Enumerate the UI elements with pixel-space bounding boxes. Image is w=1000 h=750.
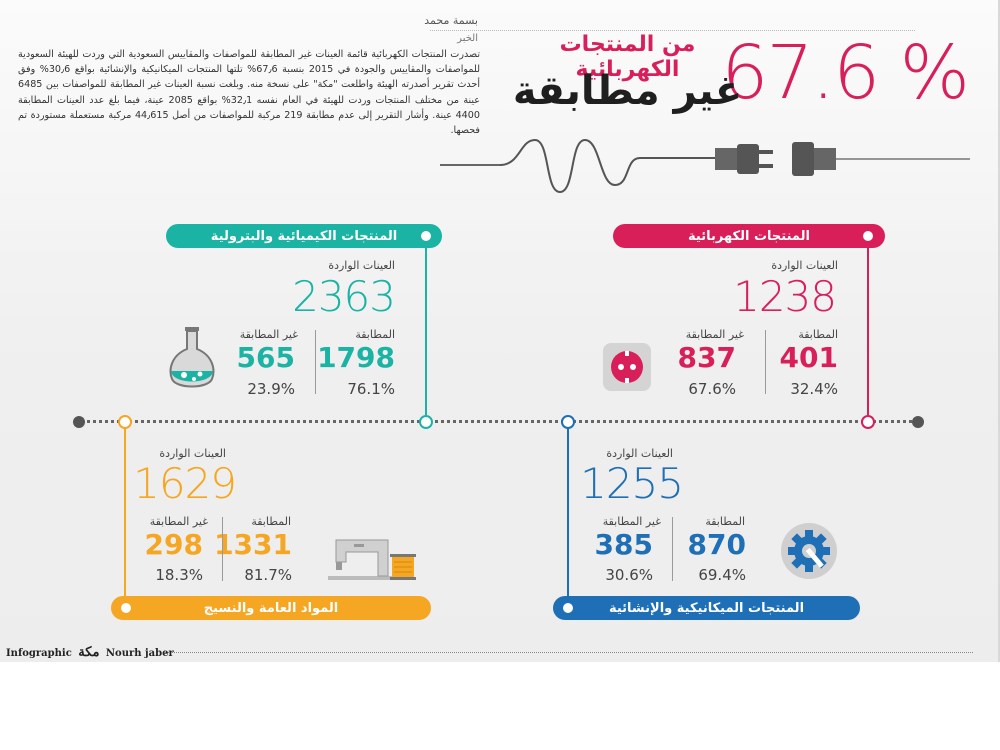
connector-line xyxy=(124,426,126,606)
flask-icon xyxy=(169,327,215,388)
received-label: العينات الواردة xyxy=(606,447,673,460)
divider xyxy=(315,330,316,394)
timeline-end-dot xyxy=(73,416,85,428)
category-electrical-pill: المنتجات الكهربائية xyxy=(613,224,885,248)
plug-cable-icon xyxy=(440,138,970,194)
connector-line xyxy=(867,245,869,415)
electrical-non-matching-pct: 67.6% xyxy=(688,380,736,398)
category-textiles-name: المواد العامة والنسيج xyxy=(203,600,339,616)
pill-dot-icon xyxy=(418,228,434,244)
timeline-end-dot xyxy=(912,416,924,428)
chemical-non-matching: 565 xyxy=(236,341,295,374)
connector-line xyxy=(567,426,569,606)
divider xyxy=(672,517,673,581)
matching-label: المطابقة xyxy=(251,515,291,528)
electrical-total: 1238 xyxy=(733,272,837,321)
footer-credit-name: Nourh jaber xyxy=(105,648,174,659)
mechanical-non-matching: 385 xyxy=(594,528,653,561)
chemical-matching-pct: 76.1% xyxy=(347,380,395,398)
infographic-sheet: بسمة محمد الخبر تصدرت المنتجات الكهربائي… xyxy=(0,0,1000,662)
non-matching-label: غير المطابقة xyxy=(239,328,298,341)
footer-left: Infographic xyxy=(6,648,72,659)
mechanical-matching-pct: 69.4% xyxy=(698,566,746,584)
gear-wrench-icon xyxy=(781,523,837,579)
timeline-node xyxy=(561,415,575,429)
mechanical-total: 1255 xyxy=(580,459,684,508)
category-chemical-pill: المنتجات الكيميائية والبترولية xyxy=(166,224,442,248)
headline-percent: 67.6 % xyxy=(721,30,970,116)
textiles-non-matching-pct: 18.3% xyxy=(155,566,203,584)
category-mechanical-name: المنتجات الميكانيكية والإنشائية xyxy=(608,600,805,616)
timeline-node xyxy=(861,415,875,429)
power-socket-icon xyxy=(603,343,651,391)
mechanical-matching: 870 xyxy=(687,528,746,561)
chemical-total: 2363 xyxy=(292,272,396,321)
received-label: العينات الواردة xyxy=(771,259,838,272)
category-chemical-name: المنتجات الكيميائية والبترولية xyxy=(210,228,398,244)
timeline xyxy=(80,420,920,423)
non-matching-label: غير المطابقة xyxy=(602,515,661,528)
matching-label: المطابقة xyxy=(355,328,395,341)
received-label: العينات الواردة xyxy=(159,447,226,460)
textiles-non-matching: 298 xyxy=(144,528,203,561)
category-mechanical-pill: المنتجات الميكانيكية والإنشائية xyxy=(553,596,860,620)
author-rule xyxy=(430,30,915,31)
news-body: تصدرت المنتجات الكهربائية قائمة العينات … xyxy=(18,49,481,137)
electrical-matching: 401 xyxy=(779,341,838,374)
pill-dot-icon xyxy=(118,600,134,616)
author-name: بسمة محمد xyxy=(424,14,478,27)
connector-line xyxy=(425,245,427,415)
electrical-non-matching: 837 xyxy=(677,341,736,374)
received-label: العينات الواردة xyxy=(328,259,395,272)
category-textiles-pill: المواد العامة والنسيج xyxy=(111,596,431,620)
matching-label: المطابقة xyxy=(798,328,838,341)
pill-dot-icon xyxy=(860,228,876,244)
newspaper-logo: مكة xyxy=(78,645,100,660)
timeline-node xyxy=(118,415,132,429)
divider xyxy=(222,517,223,581)
timeline-node xyxy=(419,415,433,429)
electrical-matching-pct: 32.4% xyxy=(790,380,838,398)
footer-rule xyxy=(165,652,973,653)
pill-dot-icon xyxy=(560,600,576,616)
sewing-machine-icon xyxy=(328,539,416,580)
footer-credit: Infographic مكة Nourh jaber xyxy=(6,645,174,660)
category-electrical-name: المنتجات الكهربائية xyxy=(688,228,810,244)
non-matching-label: غير المطابقة xyxy=(685,328,744,341)
matching-label: المطابقة xyxy=(705,515,745,528)
non-matching-label: غير المطابقة xyxy=(149,515,208,528)
news-label: الخبر xyxy=(457,33,478,44)
textiles-matching: 1331 xyxy=(214,528,292,561)
headline-line1: من المنتجات الكهربائية xyxy=(559,32,696,82)
divider xyxy=(765,330,766,394)
chemical-non-matching-pct: 23.9% xyxy=(247,380,295,398)
textiles-matching-pct: 81.7% xyxy=(244,566,292,584)
textiles-total: 1629 xyxy=(133,459,237,508)
chemical-matching: 1798 xyxy=(317,341,395,374)
headline-line2: غير مطابقة xyxy=(512,68,743,114)
mechanical-non-matching-pct: 30.6% xyxy=(605,566,653,584)
